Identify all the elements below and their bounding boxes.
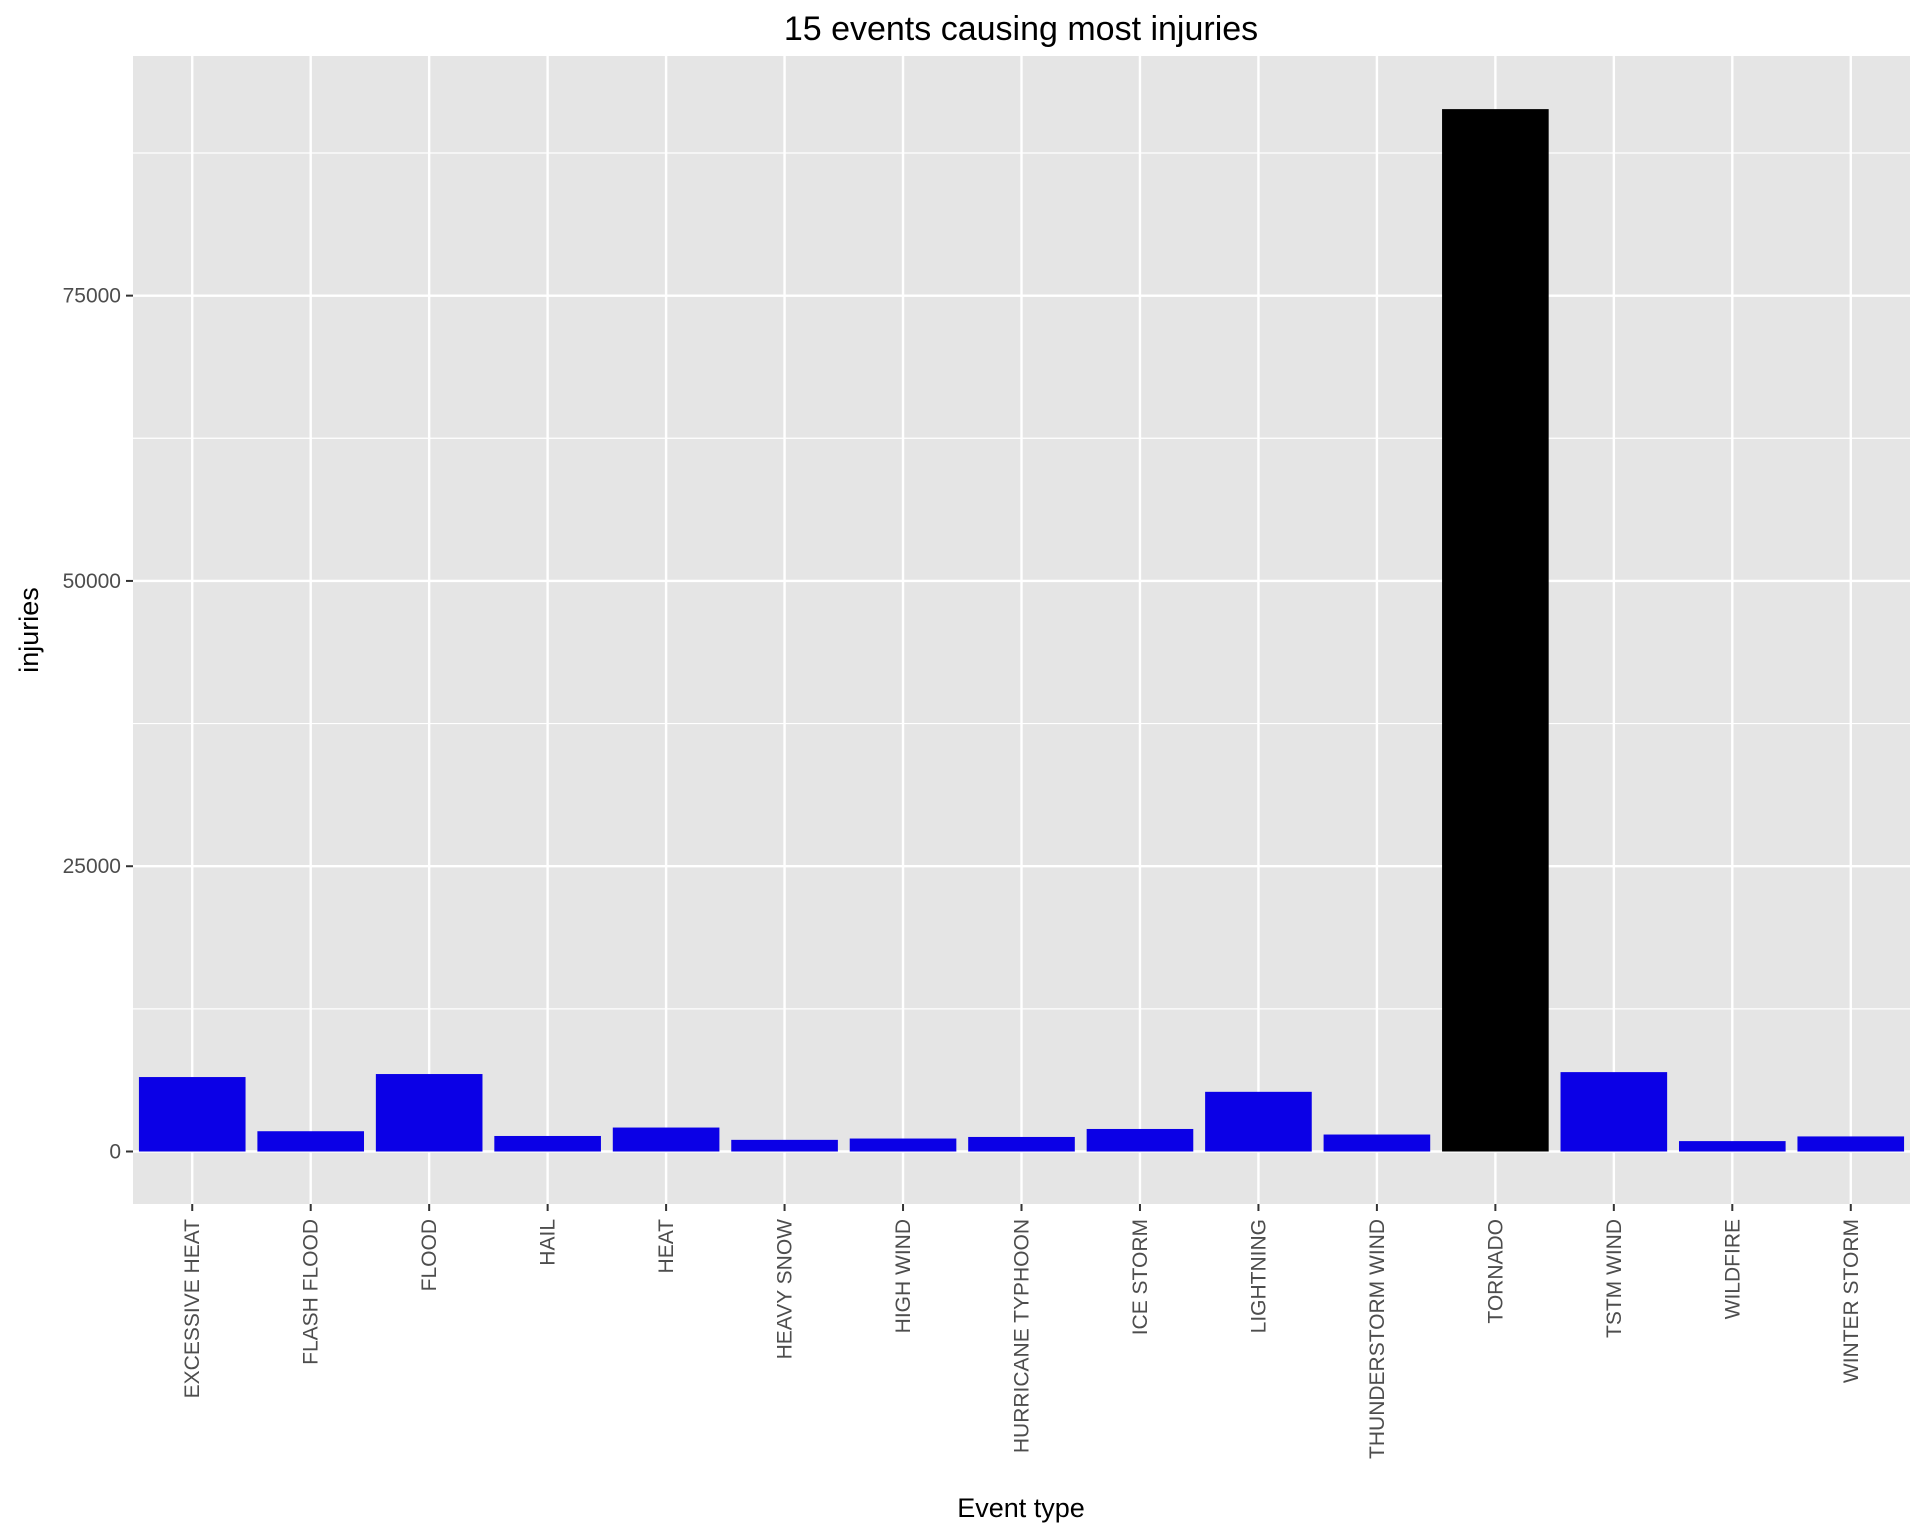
bar-tornado (1442, 109, 1549, 1152)
bar-hurricane-typhoon (968, 1136, 1075, 1152)
bar-high-wind (849, 1138, 957, 1152)
x-tick-label: TSTM WIND (1603, 1219, 1626, 1338)
bar-lightning (1205, 1091, 1312, 1152)
x-tick-label: HURRICANE TYPHOON (1011, 1219, 1034, 1453)
x-tick-label: FLOOD (418, 1219, 441, 1291)
bar-wildfire (1678, 1141, 1786, 1152)
bar-flood (375, 1074, 483, 1152)
x-tick-label: TORNADO (1484, 1219, 1507, 1324)
x-tick-label: THUNDERSTORM WIND (1366, 1219, 1389, 1459)
bar-hail (494, 1135, 601, 1152)
y-tick-label: 25000 (63, 855, 121, 878)
bar-winter-storm (1797, 1136, 1905, 1152)
x-tick-label: HAIL (537, 1219, 560, 1266)
bar-heat (612, 1127, 720, 1152)
bars (138, 109, 1905, 1152)
x-tick-label: WINTER STORM (1840, 1219, 1863, 1383)
x-tick-label: HIGH WIND (892, 1219, 915, 1333)
chart-title: 15 events causing most injuries (784, 10, 1258, 48)
x-tick-label: FLASH FLOOD (300, 1219, 323, 1365)
bar-ice-storm (1086, 1128, 1194, 1152)
bar-excessive-heat (138, 1077, 246, 1152)
bar-heavy-snow (731, 1139, 838, 1152)
y-tick-label: 0 (109, 1141, 121, 1164)
x-tick-label: LIGHTNING (1247, 1219, 1270, 1333)
y-tick-label: 75000 (63, 285, 121, 308)
y-axis: 0 25000 50000 75000 (63, 285, 133, 1164)
x-tick-label: WILDFIRE (1721, 1219, 1744, 1319)
bar-thunderstorm-wind (1323, 1134, 1431, 1152)
y-axis-title: injuries (14, 587, 44, 673)
y-tick-label: 50000 (63, 570, 121, 593)
x-axis: EXCESSIVE HEAT FLASH FLOOD FLOOD HAIL HEAT HE… (181, 1204, 1863, 1459)
bar-tstm-wind (1560, 1072, 1668, 1152)
bar-flash-flood (257, 1131, 365, 1152)
x-tick-label: HEAVY SNOW (774, 1219, 797, 1360)
x-tick-label: HEAT (655, 1219, 678, 1274)
x-axis-title: Event type (957, 1493, 1085, 1523)
x-tick-label: ICE STORM (1129, 1219, 1152, 1335)
x-tick-label: EXCESSIVE HEAT (181, 1219, 204, 1399)
